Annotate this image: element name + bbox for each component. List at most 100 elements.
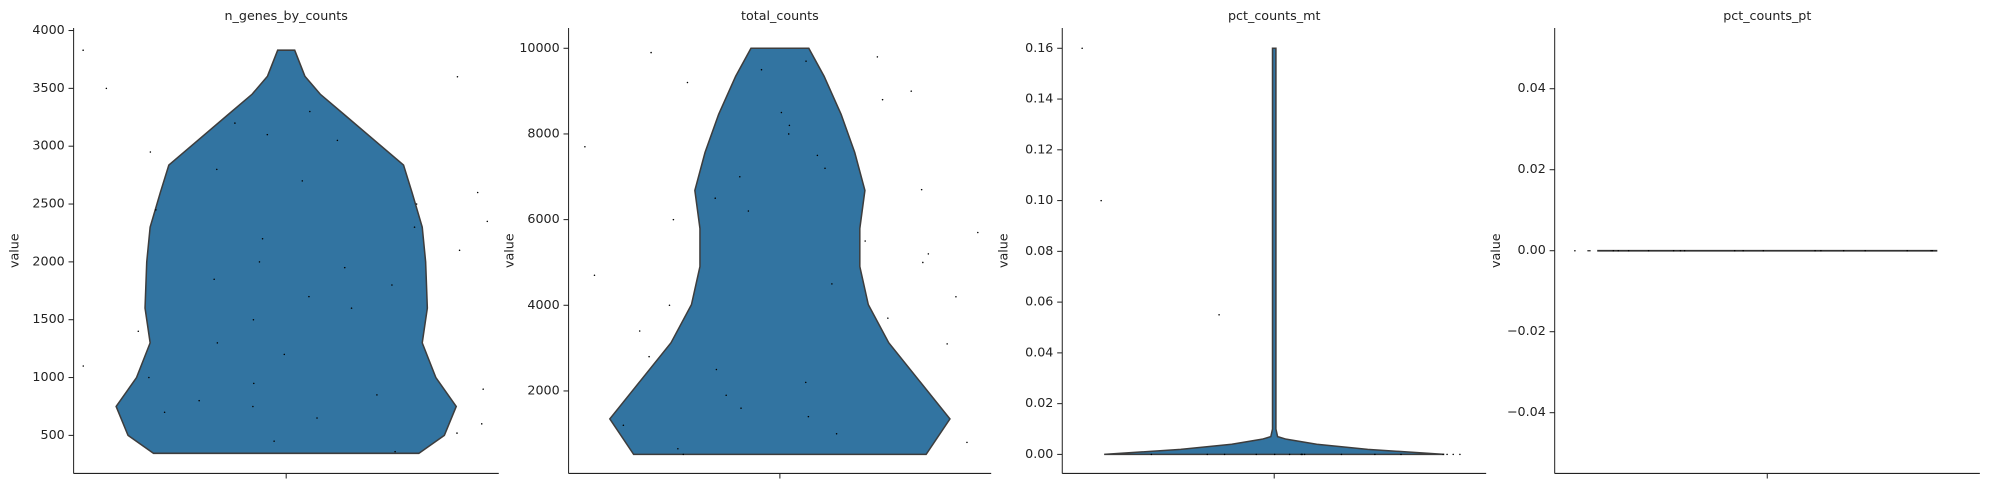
y-tick-label: 2500 [32,196,64,211]
point [350,307,353,309]
point [213,278,215,280]
point [266,133,269,136]
point [316,417,318,419]
point [740,407,742,409]
point [1400,453,1402,456]
point [966,441,968,444]
point [1442,453,1444,456]
point [922,261,924,264]
point [82,49,84,51]
violin [1104,47,1445,456]
chart-title: pct_counts_pt [1723,8,1811,23]
point [148,376,150,379]
point [1446,453,1448,456]
y-tick-label: 0.16 [1025,40,1053,55]
y-tick-label: 3000 [32,138,64,153]
point [1864,249,1866,252]
point [105,87,108,90]
point [747,210,750,212]
point [1672,249,1675,252]
point [677,448,679,450]
point [456,432,458,434]
y-tick-label: 2000 [527,382,559,397]
point [946,343,948,345]
point [137,330,140,333]
chart-title: pct_counts_mt [1228,8,1320,23]
point [458,249,461,252]
point [308,295,310,298]
y-tick-label: 4000 [32,22,64,37]
violin [115,49,458,455]
point [977,231,979,234]
point [1617,249,1620,252]
point [1255,453,1258,456]
point [864,240,866,242]
point [1459,453,1461,456]
point [805,60,807,62]
point [787,133,790,135]
violin [608,47,951,456]
point [1452,453,1454,456]
point [638,330,641,332]
point [1150,453,1153,456]
point [1223,453,1226,456]
point [1679,249,1682,252]
point [1589,249,1591,252]
point [920,188,923,191]
point [648,355,650,358]
point [788,124,791,127]
point [413,226,416,228]
point [149,151,152,153]
point [261,237,264,240]
point [155,209,157,211]
chart-title: n_genes_by_counts [225,8,348,23]
point [336,139,339,142]
point [1218,314,1220,316]
point [1931,249,1934,252]
point [486,220,489,223]
point [1374,453,1376,456]
point [1814,249,1816,252]
point [480,423,483,425]
point [824,167,826,169]
point [376,394,378,396]
point [1587,249,1589,252]
point [1206,453,1209,456]
point [394,450,396,453]
point [163,411,166,414]
y-tick-label: −0.04 [1507,404,1546,419]
point [1301,453,1303,456]
point [668,304,671,307]
point [1288,453,1291,456]
point [1303,453,1306,456]
point [216,168,218,171]
y-tick-label: 0.04 [1518,80,1546,95]
y-tick-label: 2000 [32,253,64,268]
y-tick-label: 1500 [32,311,64,326]
y-tick-label: 0.00 [1518,242,1546,257]
y-tick-label: 0.06 [1025,294,1053,309]
y-tick-label: 1000 [32,369,64,384]
point [391,284,393,286]
point [301,180,304,182]
point [415,203,418,205]
y-tick-label: 8000 [527,125,559,140]
point [82,365,85,367]
point [622,424,625,426]
point [682,453,685,456]
point [482,388,484,390]
y-tick-label: 0.08 [1025,243,1053,258]
point [780,111,783,114]
point [887,317,889,319]
point [816,154,819,157]
point [835,433,838,435]
point [1742,249,1744,252]
point [876,56,879,58]
y-tick-label: 0.10 [1025,192,1053,207]
point [650,51,652,54]
point [910,90,913,92]
point [1930,249,1932,252]
point [1100,199,1102,202]
y-tick-label: 3500 [32,80,64,95]
